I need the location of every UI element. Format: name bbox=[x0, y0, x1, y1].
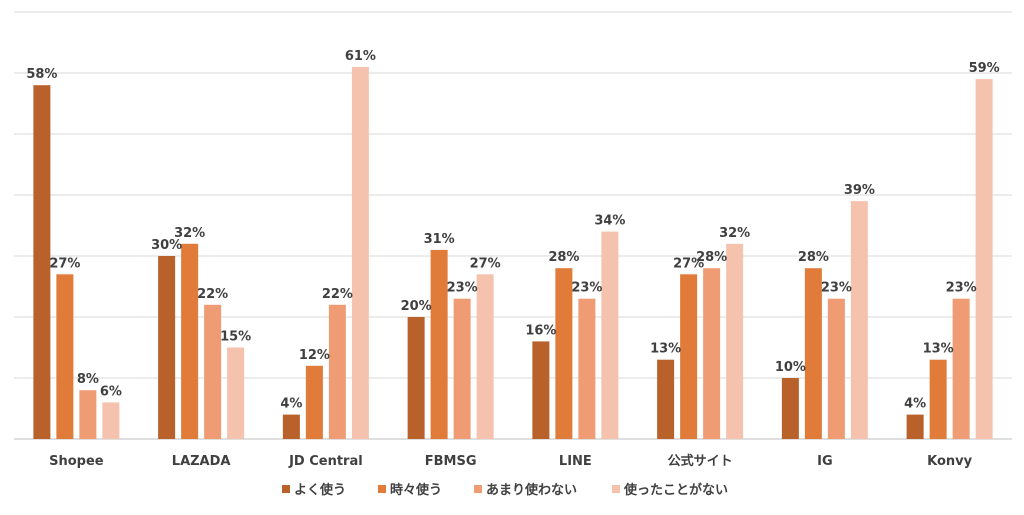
data-label: 20% bbox=[401, 299, 432, 314]
data-label: 10% bbox=[775, 360, 806, 375]
category-labels: Shopee LAZADA JD Central FBMSG LINE 公式サイト IG Ko… bbox=[49, 453, 973, 469]
data-label: 27% bbox=[673, 256, 704, 271]
bar bbox=[601, 231, 619, 439]
data-label: 16% bbox=[525, 323, 556, 338]
data-label: 22% bbox=[197, 287, 228, 302]
data-label: 59% bbox=[969, 61, 1000, 76]
data-label: 61% bbox=[345, 49, 376, 64]
category-label: Shopee bbox=[49, 454, 104, 469]
category-label: IG bbox=[817, 454, 833, 469]
data-labels: 58%27%8%6%30%32%22%15%4%12%22%61%20%31%2… bbox=[26, 49, 999, 412]
data-label: 58% bbox=[26, 67, 57, 82]
data-label: 39% bbox=[844, 183, 875, 198]
legend-label: 使ったことがない bbox=[623, 482, 728, 498]
bar bbox=[305, 365, 323, 439]
category-label: Konvy bbox=[927, 454, 973, 469]
data-label: 31% bbox=[424, 232, 455, 247]
legend-label: 時々使う bbox=[390, 482, 442, 498]
data-label: 28% bbox=[548, 250, 579, 265]
bar bbox=[726, 243, 744, 439]
bar bbox=[476, 274, 494, 439]
bar bbox=[850, 201, 868, 439]
bar bbox=[952, 298, 970, 439]
category-label: LINE bbox=[559, 454, 592, 469]
data-label: 27% bbox=[49, 256, 80, 271]
data-label: 34% bbox=[594, 214, 625, 229]
category-label: 公式サイト bbox=[668, 453, 733, 469]
data-label: 22% bbox=[322, 287, 353, 302]
data-label: 6% bbox=[100, 384, 122, 399]
bar bbox=[906, 414, 924, 439]
bar bbox=[33, 85, 51, 439]
bar bbox=[929, 359, 947, 439]
bar bbox=[680, 274, 698, 439]
bar bbox=[430, 249, 448, 439]
data-label: 32% bbox=[719, 226, 750, 241]
data-label: 15% bbox=[220, 330, 251, 345]
bar bbox=[79, 390, 97, 439]
legend-swatch bbox=[474, 485, 482, 493]
bar bbox=[351, 66, 369, 440]
data-label: 23% bbox=[821, 281, 852, 296]
legend-swatch bbox=[378, 485, 386, 493]
bar bbox=[282, 414, 300, 439]
bar bbox=[703, 268, 721, 439]
data-label: 4% bbox=[280, 397, 302, 412]
bar bbox=[532, 341, 550, 439]
data-label: 28% bbox=[696, 250, 727, 265]
data-label: 23% bbox=[946, 281, 977, 296]
data-label: 13% bbox=[923, 342, 954, 357]
data-label: 27% bbox=[470, 256, 501, 271]
bar bbox=[827, 298, 845, 439]
data-label: 13% bbox=[650, 342, 681, 357]
bar bbox=[975, 79, 993, 439]
data-label: 23% bbox=[447, 281, 478, 296]
bar bbox=[804, 268, 822, 439]
bar bbox=[227, 347, 245, 439]
legend: よく使う 時々使う あまり使わない 使ったことがない bbox=[282, 482, 728, 498]
data-label: 4% bbox=[904, 397, 926, 412]
bar bbox=[181, 243, 199, 439]
legend-swatch bbox=[612, 485, 620, 493]
category-label: JD Central bbox=[288, 454, 363, 469]
legend-swatch bbox=[282, 485, 290, 493]
bar bbox=[407, 317, 425, 439]
data-label: 28% bbox=[798, 250, 829, 265]
bar bbox=[56, 274, 74, 439]
gridlines bbox=[14, 11, 1012, 440]
data-label: 12% bbox=[299, 348, 330, 363]
data-label: 23% bbox=[571, 281, 602, 296]
bar bbox=[328, 304, 346, 439]
legend-label: あまり使わない bbox=[486, 482, 577, 498]
category-label: FBMSG bbox=[425, 454, 477, 469]
bar bbox=[657, 359, 675, 439]
bars bbox=[33, 66, 993, 440]
bar bbox=[158, 256, 176, 439]
data-label: 32% bbox=[174, 226, 205, 241]
bar bbox=[453, 298, 471, 439]
data-label: 30% bbox=[151, 238, 182, 253]
bar bbox=[578, 298, 596, 439]
data-label: 8% bbox=[77, 372, 99, 387]
bar bbox=[781, 378, 799, 439]
bar bbox=[102, 402, 120, 439]
legend-label: よく使う bbox=[294, 482, 346, 498]
category-label: LAZADA bbox=[172, 454, 231, 469]
bar bbox=[204, 304, 222, 439]
bar bbox=[555, 268, 573, 439]
